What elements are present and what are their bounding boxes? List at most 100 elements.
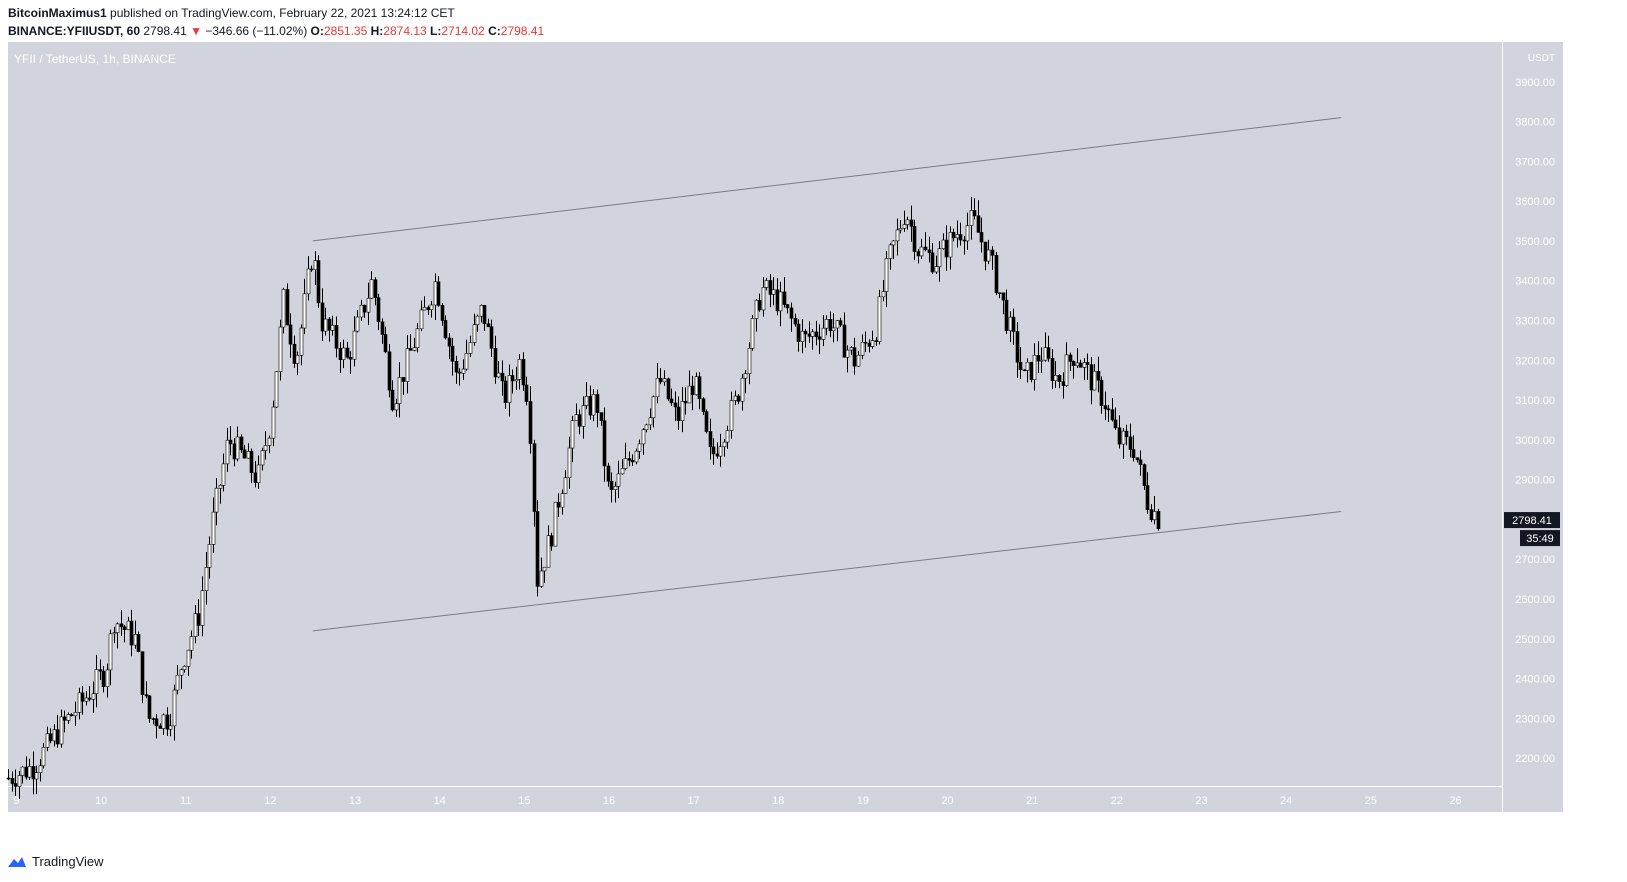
candle	[881, 280, 886, 302]
candle-body	[927, 249, 932, 254]
candle	[306, 256, 311, 301]
candle	[249, 448, 254, 484]
candle-body	[359, 304, 364, 318]
time-tick-label: 10	[95, 795, 107, 807]
candle-body	[902, 224, 907, 229]
candle-body	[112, 632, 117, 635]
candle-body	[45, 733, 50, 748]
candle-body	[426, 307, 431, 310]
candle-body	[348, 356, 353, 360]
candle	[101, 666, 106, 693]
author-name[interactable]: BitcoinMaximus1	[8, 6, 107, 20]
candle-body	[34, 772, 39, 780]
candle-body	[912, 226, 917, 252]
candle-body	[260, 450, 265, 466]
candle	[1057, 374, 1062, 389]
candle	[782, 277, 787, 308]
candle-body	[888, 244, 893, 259]
symbol-label[interactable]: BINANCE:YFIIUSDT, 60	[8, 24, 141, 38]
price-axis[interactable]	[1502, 42, 1563, 786]
candle-body	[323, 318, 328, 332]
candle	[397, 362, 402, 418]
price-tick-label: 2400.00	[1515, 674, 1555, 686]
candle	[165, 707, 170, 736]
candle-body	[316, 260, 321, 304]
candle-body	[1135, 457, 1140, 461]
candle-body	[828, 319, 833, 332]
candle	[419, 300, 424, 332]
tradingview-logo[interactable]: TradingView	[6, 854, 104, 869]
candle	[944, 225, 949, 271]
candle	[524, 376, 529, 406]
candle-body	[524, 384, 529, 402]
candle	[260, 447, 265, 471]
candle-body	[246, 451, 251, 459]
candle-body	[383, 334, 388, 353]
candle-body	[69, 714, 74, 717]
candle	[606, 462, 611, 487]
candle-body	[704, 411, 709, 432]
candle	[13, 769, 18, 796]
candle-body	[6, 777, 11, 780]
candle-body	[1145, 485, 1150, 510]
price-tick-label: 3700.00	[1515, 156, 1555, 168]
candle	[570, 415, 575, 463]
candle	[207, 536, 212, 579]
candle-body	[1036, 354, 1041, 362]
candle	[722, 438, 727, 457]
candle-body	[1046, 347, 1051, 359]
chart-pane[interactable]	[8, 42, 1502, 786]
candle-body	[207, 544, 212, 568]
candle	[680, 386, 685, 433]
candle	[517, 353, 522, 390]
candle-body	[52, 729, 57, 742]
candle-body	[976, 215, 981, 233]
price-tick-label: 3000.00	[1515, 435, 1555, 447]
candle-body	[807, 333, 812, 337]
time-tick-label: 23	[1195, 795, 1207, 807]
candle-body	[775, 289, 780, 312]
candle-body	[443, 320, 448, 339]
candle-body	[789, 307, 794, 319]
time-tick-label: 18	[772, 795, 784, 807]
candle	[235, 426, 240, 462]
candle	[905, 216, 910, 230]
candle	[1029, 361, 1034, 383]
time-axis[interactable]	[8, 786, 1563, 812]
candle	[168, 713, 173, 737]
candle	[669, 388, 674, 406]
candle-body	[179, 669, 184, 676]
time-tick-label: 9	[13, 795, 19, 807]
candle-body	[521, 359, 526, 386]
candle-body	[457, 371, 462, 374]
candle-body	[1053, 375, 1058, 382]
candle-body	[722, 441, 727, 448]
candle-body	[655, 377, 660, 398]
time-tick-label: 11	[180, 795, 191, 807]
candle-body	[186, 649, 191, 667]
trendline-lower[interactable]	[312, 510, 1342, 632]
candle	[405, 334, 410, 394]
candle-body	[1064, 354, 1069, 386]
candle-body	[140, 651, 145, 695]
last-price: 2798.41	[143, 24, 187, 38]
candle-body	[666, 378, 671, 400]
trendline-upper[interactable]	[312, 117, 1342, 242]
candle	[412, 337, 417, 352]
candle	[577, 409, 582, 435]
candle-body	[754, 299, 759, 319]
candle-body	[983, 241, 988, 262]
candle-body	[542, 566, 547, 572]
candle	[493, 335, 498, 384]
trendlines[interactable]	[312, 117, 1342, 632]
candle-body	[115, 623, 120, 633]
candle	[532, 439, 537, 527]
candle-body	[334, 325, 339, 349]
candle	[581, 396, 586, 439]
candle	[1036, 341, 1041, 374]
candle-body	[454, 361, 459, 373]
candle-body	[1032, 354, 1037, 380]
candle-body	[648, 417, 653, 426]
candle-body	[345, 347, 350, 358]
